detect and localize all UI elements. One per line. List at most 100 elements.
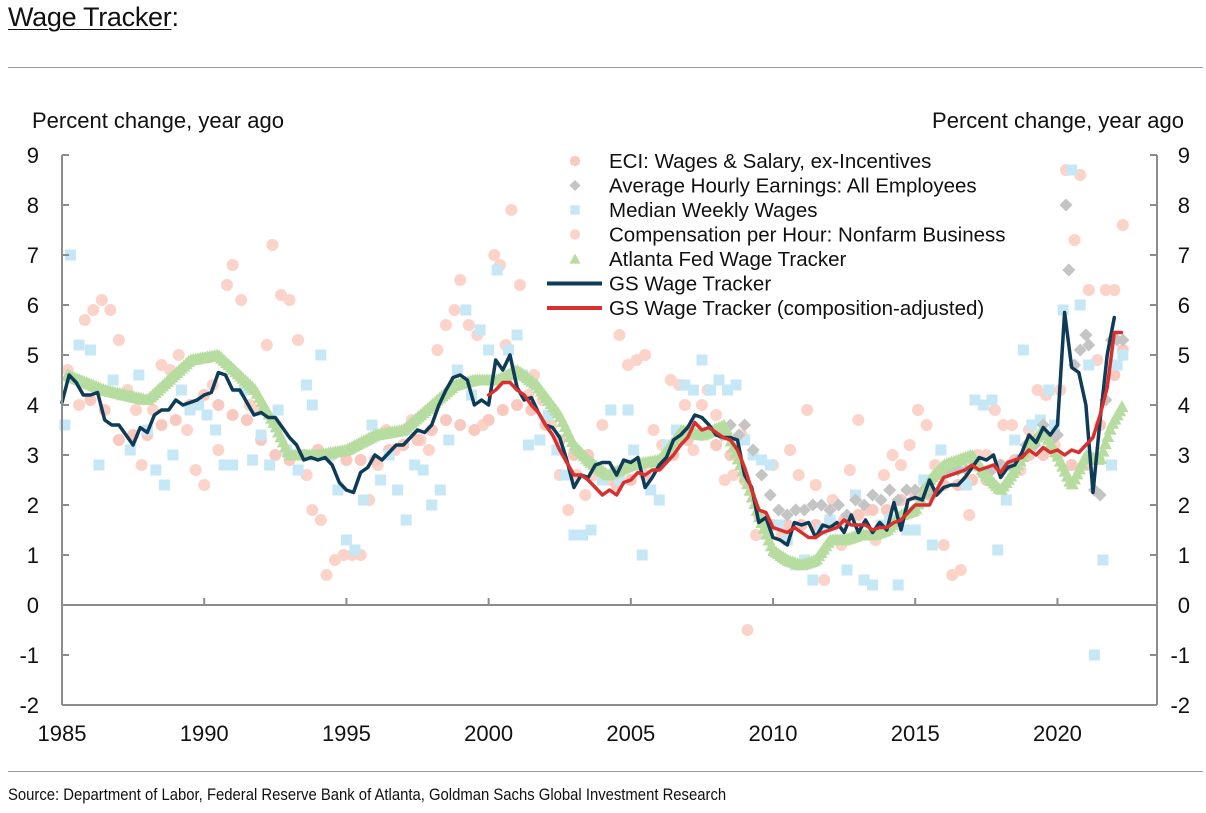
data-point	[439, 414, 452, 426]
data-point	[240, 414, 253, 426]
data-point	[496, 404, 509, 416]
data-point	[739, 434, 751, 446]
data-point	[576, 529, 588, 541]
data-point	[417, 464, 429, 476]
data-point	[909, 524, 921, 536]
data-point	[1093, 488, 1107, 502]
data-point	[112, 434, 125, 446]
data-point	[901, 524, 913, 536]
legend-swatch	[569, 179, 581, 192]
data-point	[1005, 419, 1018, 431]
data-point	[87, 304, 100, 316]
data-point	[857, 498, 871, 512]
data-point	[167, 449, 179, 461]
data-point	[912, 404, 925, 416]
x-tick-label: 2005	[606, 721, 655, 746]
data-point	[585, 524, 597, 536]
data-point	[1101, 429, 1115, 442]
data-point	[687, 444, 700, 456]
data-point	[340, 534, 352, 546]
legend-item: GS Wage Tracker (composition-adjusted)	[547, 297, 984, 320]
x-tick-label: 2020	[1033, 721, 1082, 746]
data-point	[411, 434, 424, 446]
data-point	[1108, 369, 1121, 381]
data-point	[852, 414, 865, 426]
data-point	[780, 508, 794, 522]
data-point	[392, 484, 404, 496]
legend-label: GS Wage Tracker (composition-adjusted)	[609, 297, 984, 320]
data-point	[1099, 284, 1112, 296]
data-point	[513, 279, 526, 291]
data-point	[65, 249, 77, 261]
data-point	[866, 504, 879, 516]
legend-label: ECI: Wages & Salary, ex-Incentives	[609, 150, 931, 173]
data-point	[59, 419, 71, 431]
data-point	[426, 499, 438, 511]
data-point	[605, 404, 617, 416]
data-point	[636, 549, 648, 561]
data-point	[806, 498, 820, 512]
legend-label: Atlanta Fed Wage Tracker	[609, 248, 847, 271]
data-point	[773, 519, 785, 531]
data-point	[95, 294, 108, 306]
data-point	[963, 509, 976, 521]
data-point	[169, 414, 182, 426]
bottom-divider	[8, 771, 1203, 772]
data-point	[883, 483, 897, 497]
data-point	[175, 384, 187, 396]
data-point	[488, 249, 501, 261]
data-point	[375, 474, 387, 486]
data-point	[1088, 649, 1100, 661]
data-point	[354, 454, 367, 466]
axes-layer: -2 -2 -1 -1 0 0 1 1 2 2 3 3 4 4 5 5 6 6 7 7 8 8 9 9 1985 1990 1995…	[19, 143, 1190, 746]
x-tick-label: 1995	[322, 721, 371, 746]
data-point	[133, 369, 145, 381]
legend-label: Average Hourly Earnings: All Employees	[609, 175, 977, 198]
data-point	[300, 469, 313, 481]
series-line	[486, 330, 1124, 540]
data-point	[877, 469, 890, 481]
source-note: Source: Department of Labor, Federal Res…	[8, 786, 727, 804]
y-tick-label-right: 8	[1178, 193, 1190, 218]
data-point	[568, 529, 580, 541]
data-point	[1115, 400, 1129, 413]
data-point	[562, 504, 575, 516]
data-point	[212, 399, 225, 411]
data-point	[1098, 437, 1112, 450]
data-point	[226, 259, 239, 271]
legend: ECI: Wages & Salary, ex-IncentivesAverag…	[547, 150, 1006, 320]
data-point	[474, 324, 486, 336]
data-point	[849, 493, 863, 507]
data-point	[172, 349, 185, 361]
data-point	[1073, 343, 1087, 357]
data-point	[874, 493, 888, 507]
page-title-text: Wage Tracker	[8, 2, 172, 32]
data-point	[1082, 284, 1095, 296]
x-tick-label: 1985	[38, 721, 87, 746]
data-point	[1116, 219, 1129, 231]
data-point	[1066, 164, 1078, 176]
data-point	[193, 399, 205, 411]
data-point	[1062, 263, 1076, 277]
data-point	[201, 409, 213, 421]
data-point	[900, 483, 914, 497]
data-point	[784, 444, 797, 456]
data-point	[107, 374, 119, 386]
data-point	[679, 379, 691, 391]
y-tick-label-right: 5	[1178, 343, 1190, 368]
data-point	[756, 454, 768, 466]
data-point	[292, 334, 305, 346]
y-tick-label-right: 6	[1178, 293, 1190, 318]
data-point	[764, 459, 776, 471]
data-point	[1105, 459, 1117, 471]
data-point	[809, 479, 822, 491]
data-point	[713, 374, 725, 386]
data-point	[954, 564, 967, 576]
data-point	[460, 304, 472, 316]
y-tick-label-right: 1	[1178, 543, 1190, 568]
data-point	[1059, 198, 1073, 212]
data-point	[824, 514, 836, 526]
data-point	[670, 424, 682, 436]
data-point	[1074, 169, 1087, 181]
